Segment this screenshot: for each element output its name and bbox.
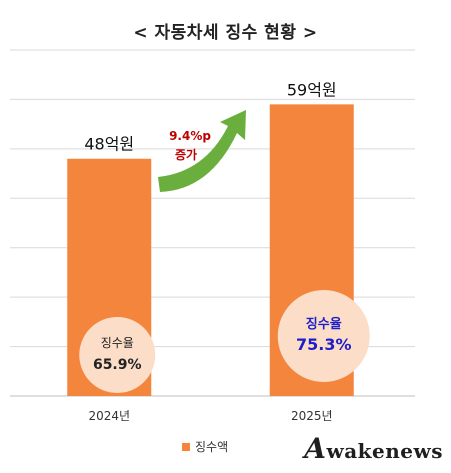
- increase-annotation: 9.4%p 증가: [158, 110, 246, 192]
- value-label-1: 48억원: [84, 135, 134, 154]
- watermark-initial: A: [304, 432, 327, 465]
- increase-arrow: [158, 110, 246, 192]
- watermark: Awakenews: [304, 432, 443, 465]
- chart-title: < 자동차세 징수 현황 >: [133, 23, 318, 43]
- rate-value-2: 75.3%: [296, 335, 352, 354]
- legend-swatch: [182, 443, 190, 451]
- watermark-text: wakenews: [326, 439, 443, 463]
- rate-label-1: 징수율: [101, 336, 134, 350]
- rate-circle-2: [277, 290, 370, 382]
- labels: 48억원 2024년 59억원 2025년: [84, 80, 336, 423]
- rate-circle-1: [79, 317, 156, 393]
- rate-label-2: 징수율: [306, 316, 342, 332]
- value-label-2: 59억원: [287, 80, 337, 99]
- rate-value-1: 65.9%: [93, 357, 142, 373]
- increase-label-value: 9.4%p: [169, 129, 211, 143]
- rate-circles: 징수율 65.9% 징수율 75.3%: [79, 290, 370, 393]
- x-tick-label-1: 2024년: [88, 409, 130, 423]
- legend-label: 징수액: [195, 440, 228, 454]
- legend: 징수액: [182, 440, 228, 454]
- increase-label-text: 증가: [175, 147, 197, 162]
- x-tick-label-2: 2025년: [291, 409, 333, 423]
